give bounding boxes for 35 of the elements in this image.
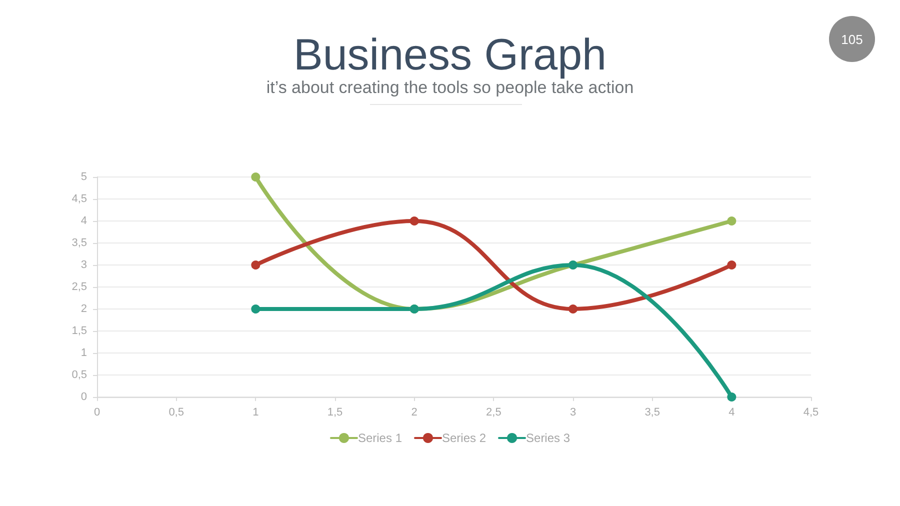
y-tick-label: 5	[80, 171, 87, 183]
point	[251, 260, 260, 270]
x-tick-label: 0,5	[168, 406, 184, 418]
point	[727, 216, 736, 226]
y-tick-label: 1,5	[72, 325, 87, 337]
y-tick-label: 2,5	[72, 281, 87, 293]
legend-label: Series 1	[358, 431, 402, 445]
point	[727, 260, 736, 270]
x-tick-label: 2	[411, 406, 418, 418]
y-tick-label: 3,5	[72, 237, 87, 249]
y-tick-label: 3	[80, 259, 87, 271]
y-tick-label: 0	[80, 391, 87, 403]
x-tick-label: 1,5	[327, 406, 343, 418]
x-tick-label: 3,5	[644, 406, 660, 418]
legend-label: Series 3	[526, 431, 570, 445]
x-tick-label: 3	[570, 406, 576, 418]
x-tick-label: 4,5	[803, 406, 819, 418]
x-tick-label: 0	[94, 406, 100, 418]
chart-title: Business Graph	[293, 30, 607, 80]
y-tick-label: 1	[80, 347, 87, 359]
point	[251, 172, 260, 182]
y-tick-label: 4,5	[72, 193, 87, 205]
legend-label: Series 2	[442, 431, 486, 445]
x-tick-label: 1	[252, 406, 259, 418]
circle-badge: 105	[829, 16, 875, 62]
chart-subtitle: it’s about creating the tools so people take action	[266, 78, 634, 97]
x-tick-label: 2,5	[486, 406, 502, 418]
y-tick-label: 2	[80, 303, 87, 315]
point	[568, 304, 578, 314]
x-tick-label: 4	[728, 406, 735, 418]
point	[251, 304, 260, 314]
y-tick-label: 4	[80, 215, 87, 227]
y-tick-label: 0,5	[72, 369, 87, 381]
point	[410, 216, 419, 226]
point	[727, 392, 736, 402]
